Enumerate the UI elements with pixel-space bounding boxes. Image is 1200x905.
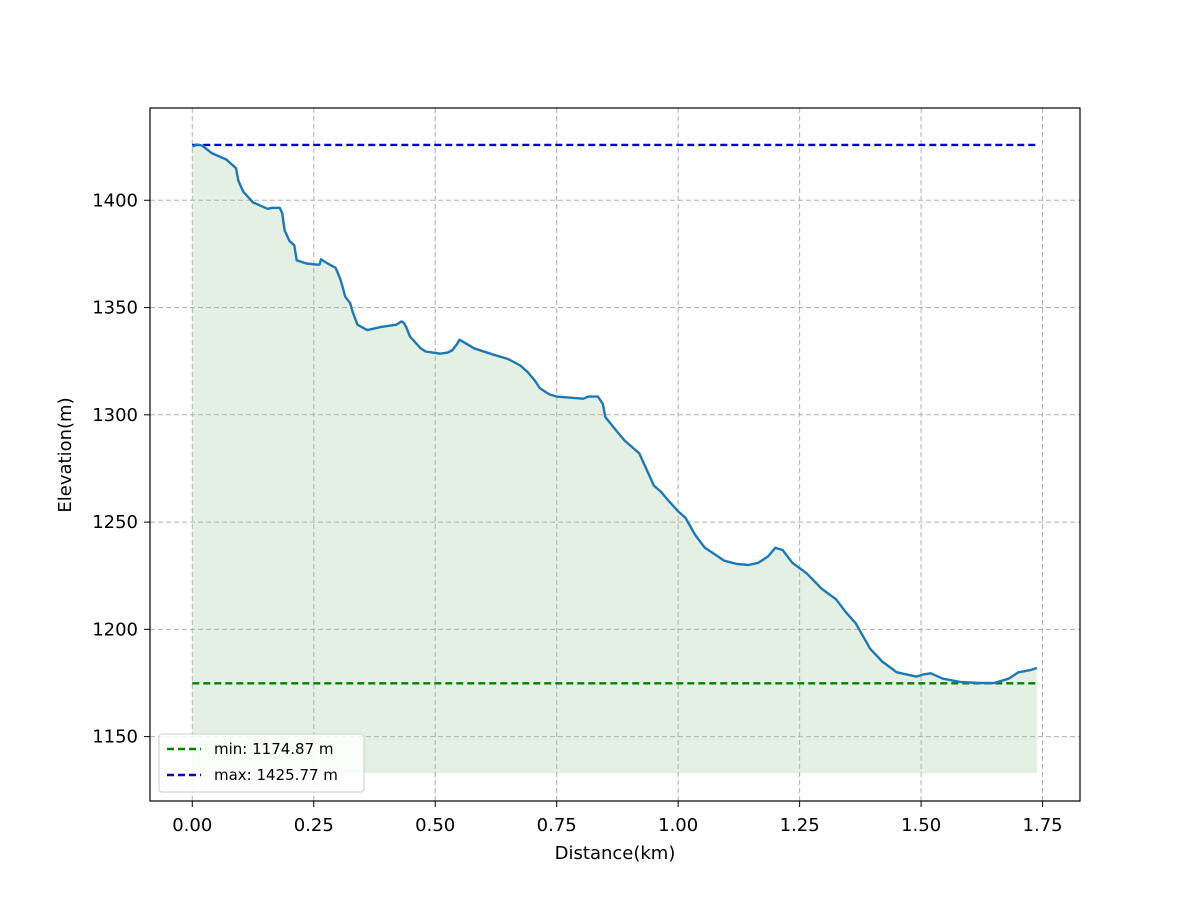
- elevation-fill-area: [192, 144, 1037, 774]
- y-tick-label: 1200: [92, 619, 138, 640]
- y-tick-label: 1150: [92, 727, 138, 748]
- x-tick-label: 0.25: [294, 815, 334, 836]
- y-axis-label: Elevation(m): [55, 397, 76, 512]
- x-tick-label: 1.25: [780, 815, 820, 836]
- elevation-line: [191, 143, 1038, 685]
- x-tick-label: 0.50: [415, 815, 455, 836]
- lines-layer: [191, 143, 1038, 685]
- y-tick-label: 1350: [92, 298, 138, 319]
- y-tick-label: 1300: [92, 405, 138, 426]
- grid-layer: [150, 108, 1080, 801]
- legend: min: 1174.87 m max: 1425.77 m: [158, 733, 365, 793]
- plot-frame: [149, 107, 1081, 802]
- ticks-layer: 0.00 0.25 0.50 0.75 1.00 1.25 1.50 1.75 1150 1200…: [92, 190, 1062, 836]
- x-tick-label: 1.75: [1023, 815, 1063, 836]
- x-axis-label: Distance(km): [555, 843, 676, 864]
- x-tick-label: 0.00: [172, 815, 212, 836]
- legend-max-label: max: 1425.77 m: [214, 766, 338, 784]
- legend-min-label: min: 1174.87 m: [214, 740, 334, 758]
- x-tick-label: 1.50: [901, 815, 941, 836]
- x-tick-label: 0.75: [537, 815, 577, 836]
- y-tick-label: 1400: [92, 190, 138, 211]
- legend-box: [158, 733, 365, 793]
- y-tick-label: 1250: [92, 512, 138, 533]
- x-tick-label: 1.00: [658, 815, 698, 836]
- fill-layer: [192, 144, 1037, 774]
